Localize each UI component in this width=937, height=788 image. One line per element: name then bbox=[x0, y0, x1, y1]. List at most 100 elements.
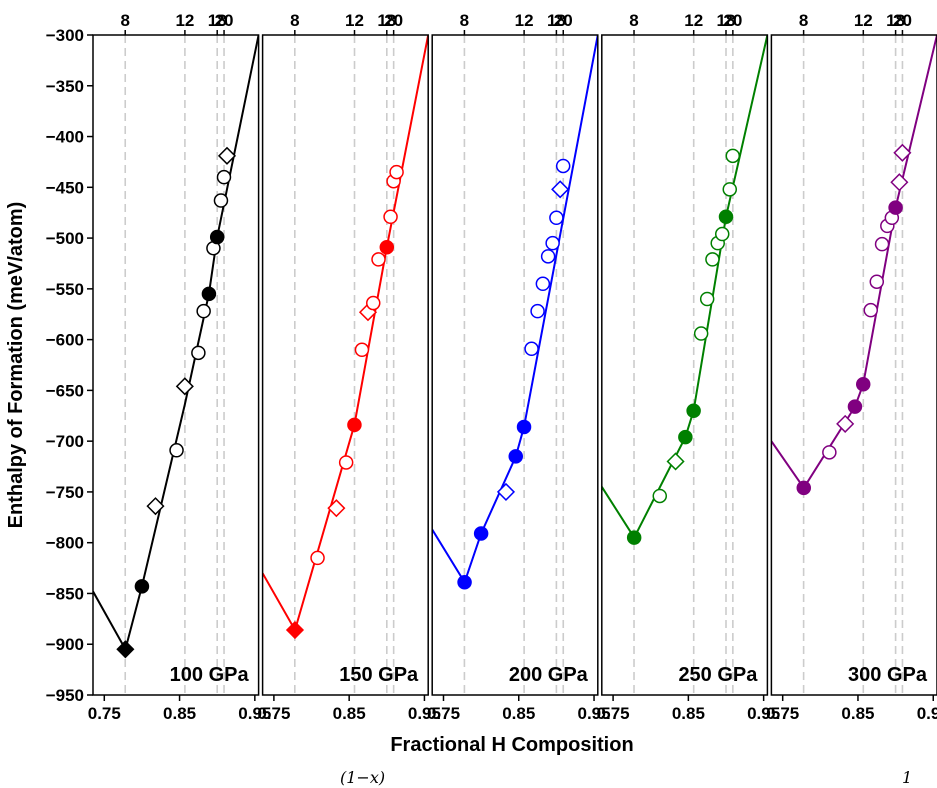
x-axis-title: Fractional H Composition bbox=[390, 734, 633, 756]
x-tick-label: 0.95 bbox=[577, 704, 610, 723]
label-layer: −300 −350 −400 −450 −500 −550 −600 −650 −700 −750… bbox=[46, 11, 937, 723]
data-point-circle bbox=[389, 164, 404, 180]
data-point-circle bbox=[216, 169, 232, 185]
data-point-circle bbox=[524, 341, 539, 357]
data-point-circle bbox=[354, 342, 370, 358]
y-tick-label: −750 bbox=[46, 483, 84, 502]
panel-frame-300-gpa bbox=[770, 34, 937, 696]
y-tick-label: −500 bbox=[46, 229, 84, 248]
data-point-circle bbox=[338, 455, 354, 470]
hull-line-150-gpa bbox=[262, 35, 429, 633]
data-point-circle bbox=[473, 526, 489, 541]
x-tick-label: 0.75 bbox=[88, 704, 121, 723]
data-point-circle bbox=[869, 274, 885, 289]
data-point-circle bbox=[201, 286, 217, 302]
data-point-circle bbox=[847, 399, 863, 414]
top-tick-label: 8 bbox=[799, 11, 808, 30]
data-point-circle bbox=[366, 295, 381, 311]
data-point-circle bbox=[508, 449, 524, 464]
data-point-circle bbox=[725, 148, 741, 164]
series-layer bbox=[93, 35, 937, 659]
data-point-diamond bbox=[175, 377, 194, 396]
footer-fragment-right: 1 bbox=[902, 768, 912, 787]
top-tick-label: 18 bbox=[377, 11, 396, 30]
top-tick-label: 18 bbox=[886, 11, 905, 30]
x-tick-label: 0.75 bbox=[766, 704, 799, 723]
data-point-circle bbox=[191, 345, 206, 361]
data-point-circle bbox=[379, 239, 395, 255]
data-point-circle bbox=[457, 575, 472, 590]
y-tick-label: −450 bbox=[46, 178, 84, 197]
panel-frame-100-gpa bbox=[92, 34, 260, 696]
tick-layer bbox=[87, 30, 934, 701]
top-tick-label: 12 bbox=[684, 11, 703, 30]
data-point-circle bbox=[213, 193, 229, 208]
x-tick-label: 0.95 bbox=[408, 704, 441, 723]
panel-frames bbox=[92, 34, 937, 696]
x-tick-label: 0.85 bbox=[163, 704, 196, 723]
x-tick-label: 0.85 bbox=[333, 704, 366, 723]
x-tick-label: 0.75 bbox=[257, 704, 290, 723]
y-tick-label: −850 bbox=[46, 584, 84, 603]
data-point-circle bbox=[347, 417, 362, 433]
y-tick-label: −400 bbox=[46, 128, 84, 147]
data-point-circle bbox=[699, 291, 715, 307]
y-tick-label: −800 bbox=[46, 534, 84, 553]
y-axis-title: Enthalpy of Formation (meV/atom) bbox=[5, 202, 27, 529]
panel-label-100-gpa: 100 GPa bbox=[170, 664, 250, 686]
data-point-circle bbox=[678, 429, 693, 445]
y-tick-label: −300 bbox=[46, 26, 84, 45]
data-point-diamond bbox=[836, 414, 855, 433]
y-tick-label: −350 bbox=[46, 77, 84, 96]
y-tick-label: −650 bbox=[46, 381, 84, 400]
panel-label-300-gpa: 300 GPa bbox=[848, 664, 928, 686]
data-point-circle bbox=[718, 209, 734, 225]
data-point-circle bbox=[209, 229, 225, 245]
data-point-circle bbox=[705, 252, 720, 267]
data-point-circle bbox=[549, 210, 564, 226]
data-point-circle bbox=[371, 252, 386, 267]
top-tick-label: 20 bbox=[893, 11, 912, 30]
x-tick-label: 0.85 bbox=[841, 704, 874, 723]
data-point-circle bbox=[652, 488, 668, 504]
panel-label-200-gpa: 200 GPa bbox=[509, 664, 589, 686]
top-tick-label: 18 bbox=[547, 11, 566, 30]
x-tick-label: 0.85 bbox=[502, 704, 535, 723]
x-tick-label: 0.75 bbox=[427, 704, 460, 723]
data-point-circle bbox=[540, 249, 556, 264]
footer-fragment-left: (1−x) bbox=[340, 768, 385, 787]
data-point-circle bbox=[822, 445, 837, 460]
x-tick-label: 0.95 bbox=[238, 704, 271, 723]
top-tick-label: 18 bbox=[717, 11, 736, 30]
x-tick-label: 0.95 bbox=[747, 704, 780, 723]
top-tick-label: 12 bbox=[345, 11, 364, 30]
data-point-diamond bbox=[116, 640, 135, 659]
data-point-circle bbox=[888, 200, 903, 215]
y-tick-label: −900 bbox=[46, 635, 84, 654]
top-tick-label: 8 bbox=[629, 11, 638, 30]
data-point-diamond bbox=[666, 452, 685, 471]
y-tick-label: −600 bbox=[46, 331, 84, 350]
composition-guides bbox=[124, 35, 904, 695]
top-tick-label: 8 bbox=[460, 11, 469, 30]
top-tick-label: 12 bbox=[854, 11, 873, 30]
data-point-diamond bbox=[327, 499, 346, 518]
panel-label-150-gpa: 150 GPa bbox=[339, 664, 419, 686]
data-point-circle bbox=[693, 326, 709, 341]
data-point-circle bbox=[863, 302, 879, 318]
data-point-circle bbox=[383, 209, 398, 225]
panel-label-250-gpa: 250 GPa bbox=[678, 664, 758, 686]
y-tick-label: −950 bbox=[46, 686, 84, 705]
data-point-circle bbox=[196, 303, 211, 319]
x-tick-label: 0.85 bbox=[672, 704, 705, 723]
hull-line-300-gpa bbox=[771, 35, 937, 490]
top-tick-label: 20 bbox=[723, 11, 742, 30]
data-point-circle bbox=[714, 226, 730, 242]
data-point-circle bbox=[874, 236, 890, 252]
x-tick-label: 0.95 bbox=[917, 704, 937, 723]
data-point-circle bbox=[516, 419, 532, 435]
data-point-circle bbox=[855, 377, 871, 392]
data-point-diamond bbox=[893, 143, 912, 162]
y-tick-label: −550 bbox=[46, 280, 84, 299]
